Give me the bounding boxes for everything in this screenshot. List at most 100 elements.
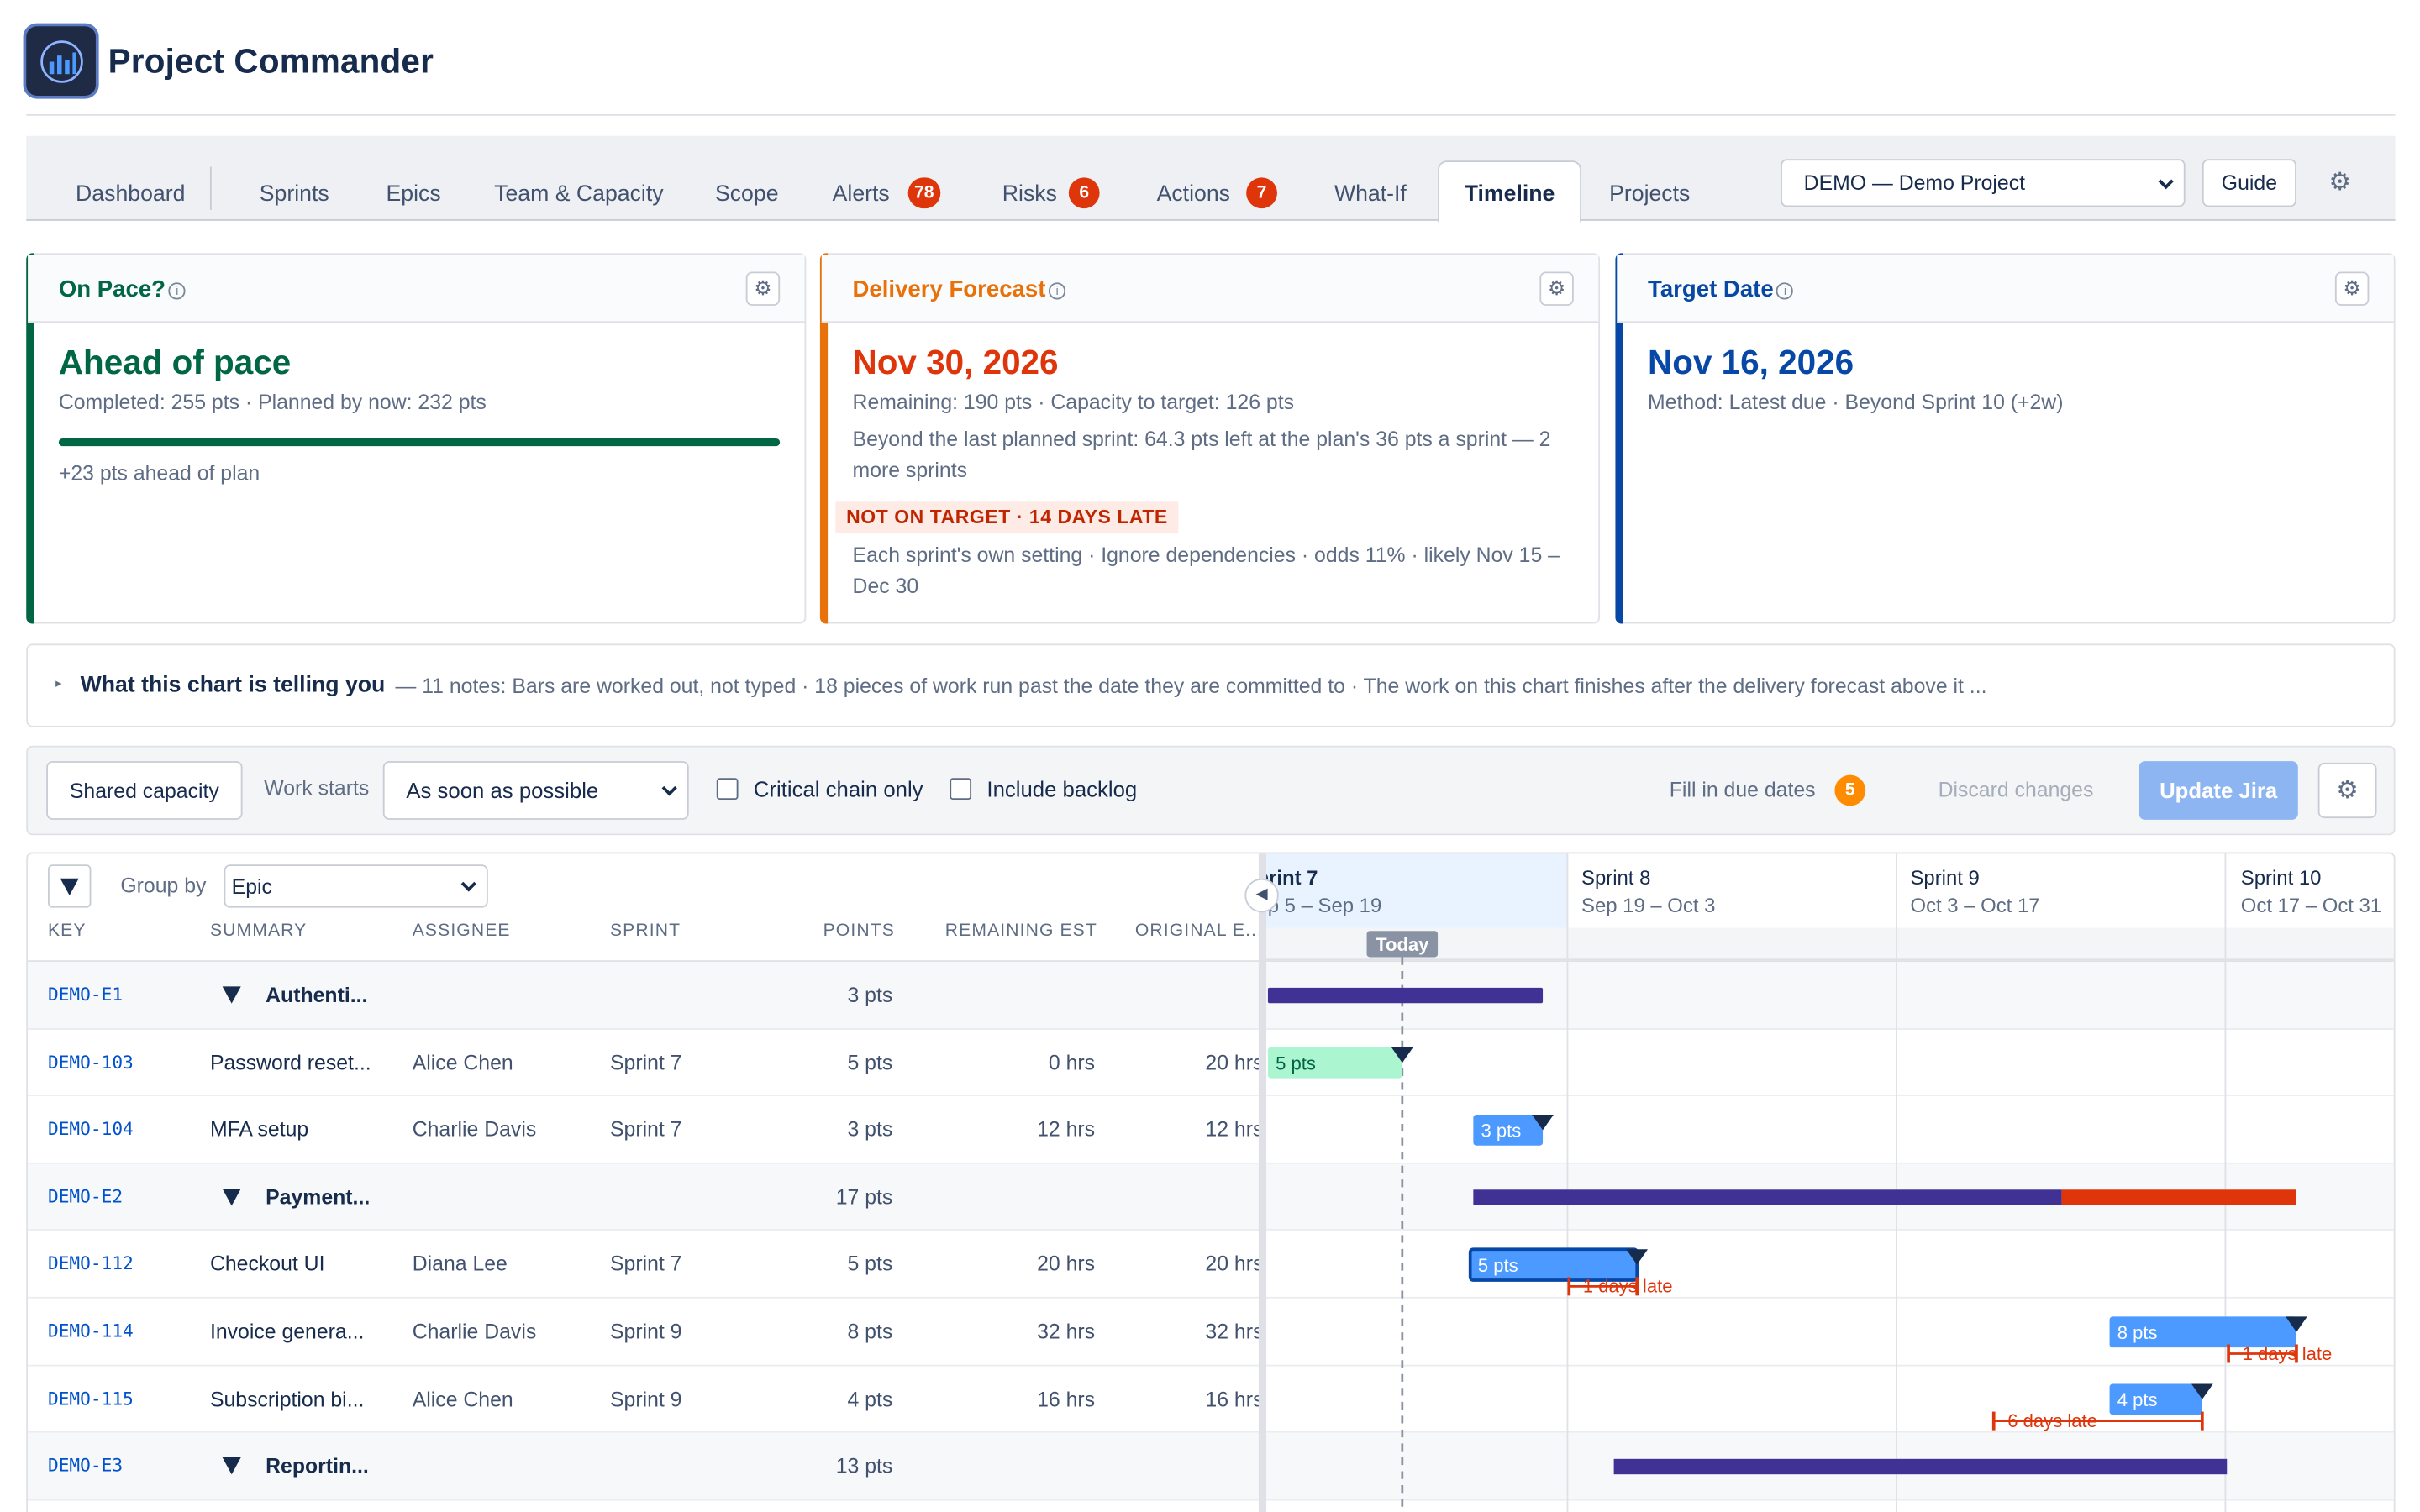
- remaining-estimate: 16 hrs: [1037, 1387, 1096, 1411]
- tab-dashboard[interactable]: Dashboard: [76, 181, 186, 207]
- tab-alerts[interactable]: Alerts: [832, 181, 890, 207]
- update-jira-button[interactable]: Update Jira: [2139, 761, 2298, 820]
- card-settings-gear-icon[interactable]: ⚙: [2334, 271, 2370, 306]
- sprint-header-name: Sprint 8: [1581, 866, 1651, 890]
- chart-notes-panel[interactable]: ▸ What this chart is telling you — 11 no…: [26, 643, 2396, 727]
- collapse-all-button[interactable]: [47, 864, 92, 908]
- expand-caret-icon[interactable]: ▸: [55, 676, 62, 690]
- issue-summary: Subscription bi...: [209, 1387, 365, 1411]
- card-settings-gear-icon[interactable]: ⚙: [1539, 271, 1574, 306]
- forecast-detail: Remaining: 190 pts · Capacity to target:…: [852, 390, 1294, 414]
- issue-key-link[interactable]: DEMO-E2: [47, 1185, 124, 1207]
- col-header-sprint[interactable]: SPRINT: [609, 921, 681, 941]
- info-icon[interactable]: i: [1049, 282, 1066, 300]
- current-sprint-highlight: [1265, 853, 1568, 928]
- pane-splitter[interactable]: [1258, 853, 1267, 1512]
- expand-triangle-icon[interactable]: [222, 986, 241, 1004]
- expand-triangle-icon[interactable]: [222, 1188, 241, 1206]
- tab-sprints[interactable]: Sprints: [259, 181, 329, 207]
- fill-due-dates-count-badge: 5: [1834, 774, 1866, 806]
- issue-key-link[interactable]: DEMO-E3: [47, 1454, 124, 1477]
- col-header-summary[interactable]: SUMMARY: [209, 921, 308, 941]
- tab-timeline[interactable]: Timeline: [1438, 160, 1582, 223]
- critical-chain-checkbox[interactable]: [716, 778, 739, 801]
- table-row[interactable]: DEMO-114 Invoice genera... Charlie Davis Sp…: [28, 1299, 2394, 1366]
- collapse-pane-icon[interactable]: ◀: [1244, 878, 1279, 913]
- card-title: On Pace? i: [59, 276, 186, 302]
- critical-chain-label: Critical chain only: [753, 776, 923, 801]
- project-select[interactable]: DEMO — Demo Project: [1781, 159, 2186, 207]
- col-header-assignee[interactable]: ASSIGNEE: [412, 921, 511, 941]
- group-by-select[interactable]: Epic: [224, 864, 488, 908]
- remaining-estimate: 20 hrs: [1037, 1252, 1096, 1276]
- col-header-original[interactable]: ORIGINAL E...: [1134, 921, 1264, 941]
- col-header-key[interactable]: KEY: [47, 921, 87, 941]
- issue-sprint: Sprint 9: [609, 1387, 682, 1411]
- table-row[interactable]: DEMO-104 MFA setup Charlie Davis Sprint 7 12…: [28, 1096, 2394, 1164]
- issue-sprint: Sprint 7: [609, 1252, 682, 1276]
- issue-sprint: Sprint 9: [609, 1320, 682, 1343]
- original-estimate: 16 hrs: [1205, 1387, 1264, 1411]
- sprint-header-dates: Oct 3 – Oct 17: [1910, 894, 2040, 917]
- issue-assignee: Alice Chen: [412, 1387, 513, 1411]
- pace-detail: Completed: 255 pts · Planned by now: 232…: [58, 390, 487, 414]
- tab-what-if[interactable]: What-If: [1334, 181, 1407, 207]
- toolbar-settings-gear-icon[interactable]: ⚙: [2317, 762, 2377, 819]
- issue-summary: Invoice genera...: [209, 1320, 365, 1343]
- card-header: On Pace? i ⚙: [28, 255, 805, 323]
- card-accent: [26, 253, 34, 624]
- guide-button[interactable]: Guide: [2202, 159, 2296, 207]
- issue-summary: Checkout UI: [209, 1252, 325, 1276]
- issue-key-link[interactable]: DEMO-E1: [47, 983, 124, 1005]
- work-starts-value: As soon as possible: [406, 778, 599, 803]
- info-icon[interactable]: i: [168, 282, 186, 300]
- col-header-remaining[interactable]: REMAINING EST: [944, 921, 1097, 941]
- expand-triangle-icon[interactable]: [222, 1457, 241, 1475]
- tab-risks[interactable]: Risks: [1002, 181, 1057, 207]
- issue-key-link[interactable]: DEMO-114: [47, 1320, 134, 1342]
- forecast-beyond: Beyond the last planned sprint: 64.3 pts…: [852, 428, 1551, 482]
- notes-summary: — 11 notes: Bars are worked out, not typ…: [395, 675, 1987, 698]
- late-label: 6 days late: [2007, 1410, 2097, 1431]
- tab-actions[interactable]: Actions: [1156, 181, 1231, 207]
- work-starts-select[interactable]: As soon as possible: [382, 761, 689, 820]
- app-logo: [23, 23, 99, 99]
- col-header-points[interactable]: POINTS: [823, 921, 895, 941]
- issue-assignee: Charlie Davis: [412, 1320, 537, 1343]
- issue-sprint: Sprint 7: [609, 1117, 682, 1142]
- issue-key-link[interactable]: DEMO-112: [47, 1252, 134, 1274]
- story-points: 3 pts: [847, 983, 893, 1007]
- issue-bar-label: 5 pts: [1276, 1053, 1316, 1074]
- epic-summary: Authenti...: [266, 983, 368, 1007]
- tab-scope[interactable]: Scope: [714, 181, 779, 207]
- tab-projects[interactable]: Projects: [1609, 181, 1691, 207]
- project-select-value: DEMO — Demo Project: [1803, 171, 2026, 195]
- table-row[interactable]: DEMO-103 Password reset... Alice Chen Sprin…: [28, 1029, 2394, 1097]
- table-row[interactable]: DEMO-115 Subscription bi... Alice Chen Spri…: [28, 1366, 2394, 1433]
- original-estimate: 32 hrs: [1205, 1320, 1264, 1343]
- forecast-settings: Each sprint's own setting · Ignore depen…: [852, 543, 1560, 598]
- story-points: 5 pts: [847, 1050, 893, 1074]
- info-icon[interactable]: i: [1776, 282, 1794, 300]
- tab-team-capacity[interactable]: Team & Capacity: [494, 181, 664, 207]
- issue-key-link[interactable]: DEMO-104: [47, 1117, 134, 1140]
- shared-capacity-button[interactable]: Shared capacity: [46, 761, 243, 820]
- discard-changes-button[interactable]: Discard changes: [1938, 778, 2094, 801]
- issue-assignee: Diana Lee: [412, 1252, 508, 1276]
- tab-epics[interactable]: Epics: [386, 181, 441, 207]
- table-row[interactable]: DEMO-112 Checkout UI Diana Lee Sprint 7 20 h…: [28, 1231, 2394, 1299]
- issue-key-link[interactable]: DEMO-115: [47, 1387, 134, 1410]
- late-label: 1 days late: [2243, 1343, 2333, 1364]
- chart-icon: [39, 39, 82, 82]
- issue-key-link[interactable]: DEMO-103: [47, 1050, 134, 1073]
- issue-bar-label: 8 pts: [2118, 1322, 2158, 1343]
- alerts-count-badge: 78: [908, 177, 940, 209]
- card-accent: [1615, 253, 1623, 624]
- fill-due-dates-button[interactable]: Fill in due dates: [1669, 778, 1816, 801]
- include-backlog-checkbox[interactable]: [950, 778, 972, 801]
- due-date-marker: [1391, 1047, 1413, 1063]
- settings-gear-icon[interactable]: ⚙: [2328, 170, 2351, 197]
- epic-row[interactable]: DEMO-E1 Authenti... 3 pts: [28, 962, 2394, 1030]
- card-settings-gear-icon[interactable]: ⚙: [745, 271, 781, 306]
